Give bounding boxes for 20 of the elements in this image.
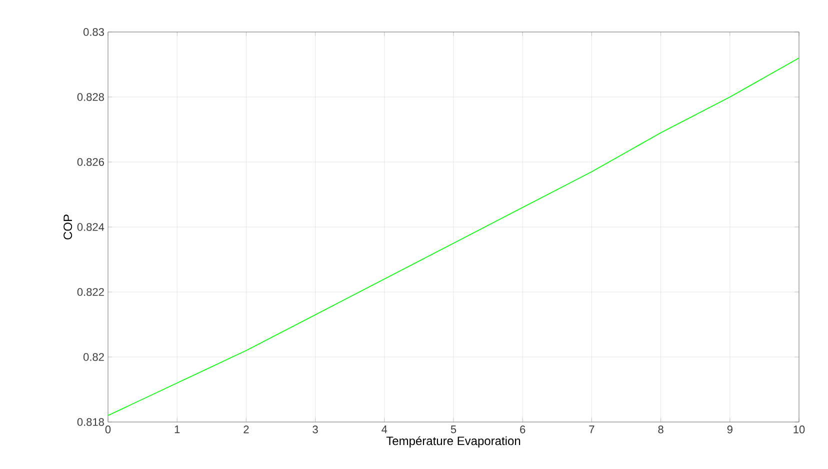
x-tick-label: 6 xyxy=(520,426,526,434)
x-tick-label: 5 xyxy=(450,426,456,434)
x-tick-label: 8 xyxy=(658,426,664,434)
y-tick-label: 0.828 xyxy=(77,93,104,101)
x-tick-label: 10 xyxy=(794,426,805,434)
x-axis-title: Température Evaporation xyxy=(386,436,520,448)
y-tick-label: 0.824 xyxy=(77,223,104,231)
x-tick-label: 7 xyxy=(589,426,594,434)
x-tick-label: 9 xyxy=(727,426,732,434)
x-tick-label: 2 xyxy=(244,426,249,434)
x-tick-label: 3 xyxy=(312,426,318,434)
y-tick-label: 0.82 xyxy=(83,353,104,361)
x-tick-label: 4 xyxy=(382,426,388,434)
y-tick-label: 0.83 xyxy=(83,28,104,36)
y-tick-label: 0.826 xyxy=(77,158,104,166)
y-tick-label: 0.822 xyxy=(77,288,104,296)
y-tick-label: 0.818 xyxy=(77,418,104,426)
x-tick-label: 0 xyxy=(105,426,111,434)
y-axis-title: COP xyxy=(64,214,72,240)
x-tick-label: 1 xyxy=(174,426,180,434)
